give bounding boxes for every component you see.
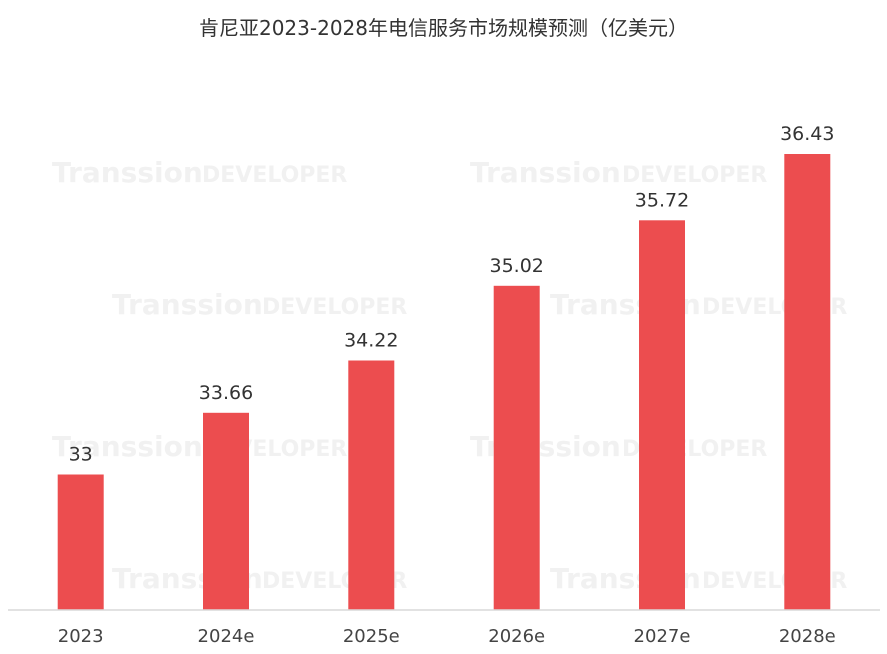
x-tick-label: 2023 [58,626,104,647]
x-tick-label: 2027e [634,626,691,647]
value-label: 34.22 [344,330,398,352]
watermark-brand: Transsion [470,156,621,189]
labels-group: 33 2023 33.66 2024e 34.22 2025e 35.02 2026e 35.7… [58,123,836,647]
watermark-brand: Transsion [52,156,203,189]
x-tick-label: 2024e [198,626,255,647]
watermark-layer: Transsion DEVELOPER Transsion DEVELOPER … [52,156,847,595]
bar-2028e [784,154,831,610]
x-tick-label: 2026e [488,626,545,647]
value-label: 33.66 [199,382,253,404]
value-label: 35.02 [489,255,543,277]
x-tick-label: 2025e [343,626,400,647]
bar-2027e [639,220,685,611]
x-tick-label: 2028e [779,626,836,647]
bar-2025e [348,360,395,610]
chart-title: 肯尼亚2023-2028年电信服务市场规模预测（亿美元） [198,16,688,40]
bar-2026e [493,285,540,610]
watermark-suffix: DEVELOPER [262,295,407,320]
watermark-suffix: DEVELOPER [622,163,767,188]
value-label: 33 [69,444,93,466]
bar-2023 [57,474,104,610]
value-label: 36.43 [780,123,834,145]
value-label: 35.72 [635,189,689,211]
watermark-brand: Transsion [112,288,263,321]
watermark-brand: Transsion [52,430,203,463]
watermark-suffix: DEVELOPER [202,163,347,188]
watermark-brand: Transsion [470,430,621,463]
bars-group [57,154,831,611]
bar-2024e [203,412,249,610]
